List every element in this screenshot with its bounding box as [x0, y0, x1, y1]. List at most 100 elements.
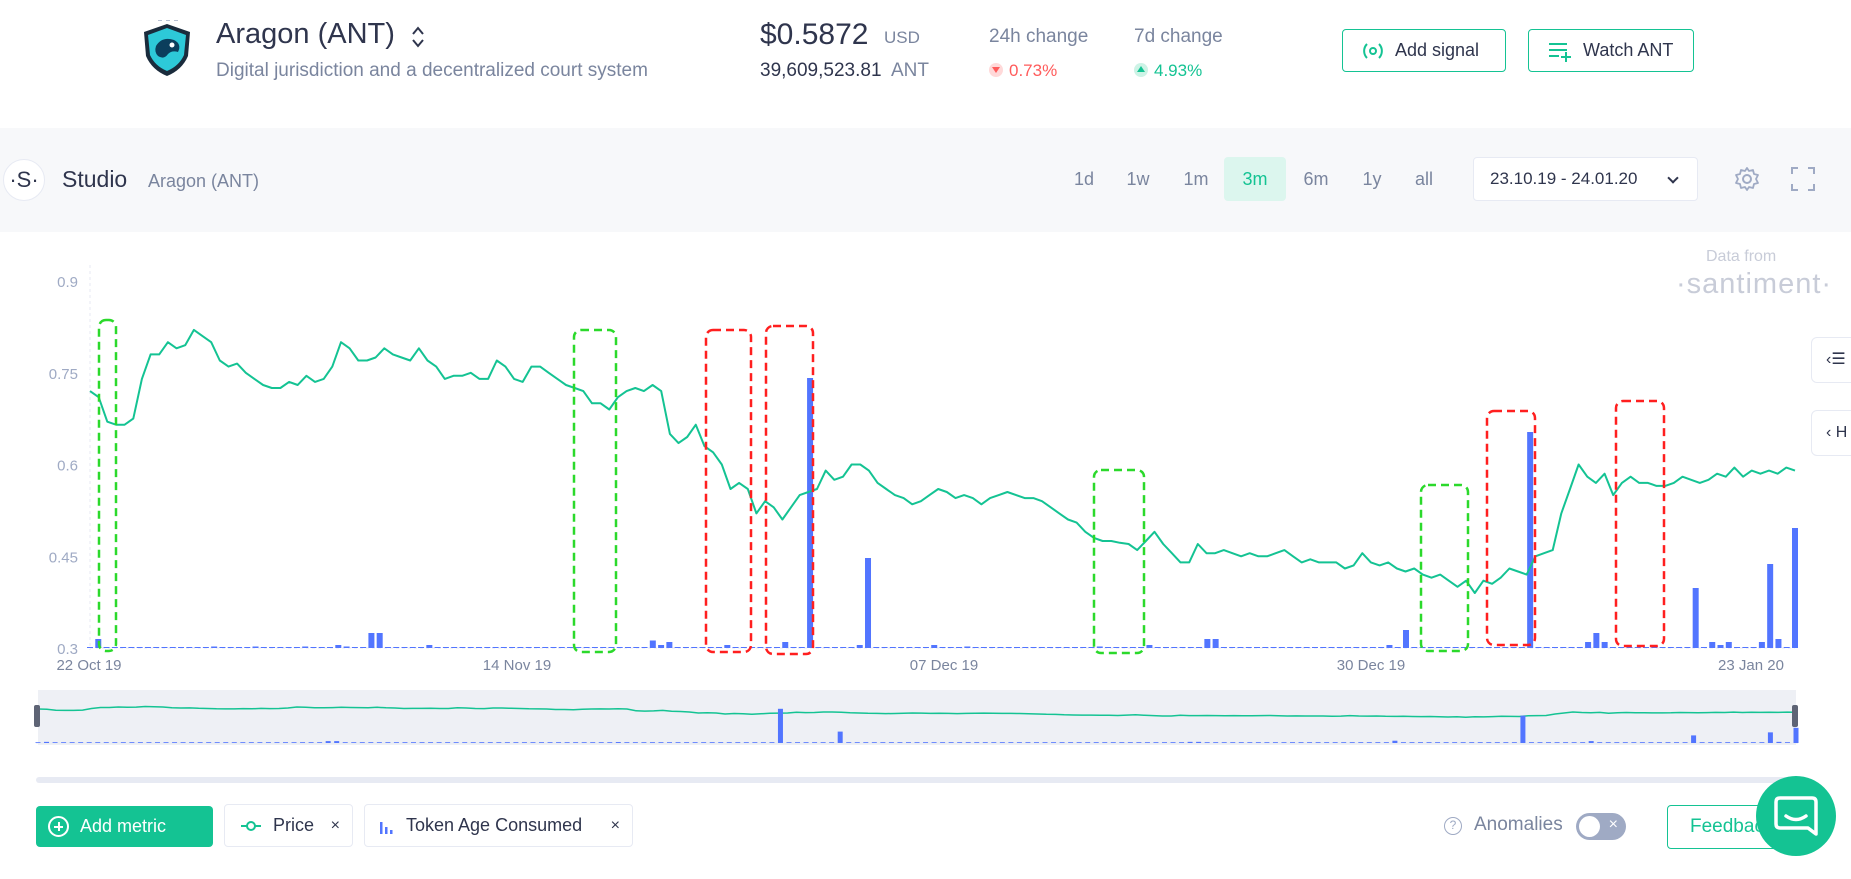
navigator-bar — [44, 741, 50, 743]
navigator-bar — [1247, 742, 1253, 743]
change-7d: 4.93% — [1134, 61, 1202, 81]
token-age-bar — [393, 647, 400, 648]
token-age-bar — [310, 647, 317, 648]
navigator-bar — [795, 742, 801, 743]
navigator-bar — [1631, 742, 1637, 743]
range-6m[interactable]: 6m — [1303, 169, 1329, 189]
token-age-bar — [227, 647, 234, 648]
token-age-bar — [823, 647, 830, 648]
navigator-bar — [453, 742, 459, 743]
help-icon[interactable]: ? — [1444, 817, 1462, 835]
navigator-bar — [231, 742, 237, 743]
navigator-bar — [1605, 742, 1611, 743]
navigator-bar — [880, 742, 886, 743]
token-age-bar — [1792, 528, 1798, 648]
date-range-picker[interactable]: 23.10.19 - 24.01.20 — [1473, 157, 1698, 201]
token-age-bar — [782, 642, 789, 648]
token-age-bar — [277, 647, 284, 648]
token-age-bar — [235, 647, 242, 648]
up-arrow-icon — [1134, 63, 1148, 77]
project-header: Aragon (ANT) Digital jurisdiction and a … — [0, 0, 1851, 128]
remove-metric-icon[interactable]: × — [330, 817, 340, 834]
range-3m[interactable]: 3m — [1224, 157, 1286, 201]
token-age-bar — [1411, 647, 1418, 648]
token-age-bar — [1254, 647, 1261, 648]
token-age-bar — [1328, 647, 1335, 648]
side-panel-tab-h[interactable]: ‹ H — [1811, 410, 1851, 456]
range-1y[interactable]: 1y — [1362, 169, 1382, 189]
range-1m[interactable]: 1m — [1183, 169, 1209, 189]
token-age-bar — [1071, 647, 1078, 648]
add-signal-button[interactable]: Add signal — [1342, 29, 1506, 72]
studio-title: Studio — [62, 166, 128, 192]
navigator-bar — [1324, 742, 1330, 743]
metric-chip-token-age[interactable]: Token Age Consumed × — [364, 804, 633, 847]
token-age-bar — [1295, 647, 1302, 648]
token-age-bar — [103, 647, 110, 648]
navigator-bar — [137, 742, 143, 743]
project-switch-icon[interactable] — [410, 24, 426, 50]
navigator-bar — [820, 742, 826, 743]
add-metric-button[interactable]: Add metric — [36, 806, 213, 847]
chat-button[interactable] — [1756, 776, 1836, 856]
token-age-bar — [997, 647, 1004, 648]
navigator-bar — [871, 742, 877, 743]
navigator-bar — [240, 742, 246, 743]
range-1d[interactable]: 1d — [1073, 169, 1095, 189]
navigator-bar — [1093, 742, 1099, 743]
navigator-bar — [632, 742, 638, 743]
token-age-bar — [459, 647, 466, 648]
anomaly-box — [1092, 468, 1146, 655]
token-age-bar — [1402, 630, 1409, 648]
navigator-bar — [172, 742, 178, 743]
token-age-bar — [1378, 647, 1385, 648]
navigator-bar — [974, 742, 980, 743]
token-age-bar — [1080, 647, 1087, 648]
navigator-bar — [1597, 742, 1603, 743]
token-age-bar — [914, 647, 921, 648]
token-age-bar — [1187, 647, 1194, 648]
remove-metric-icon[interactable]: × — [610, 817, 620, 834]
navigator-bar — [897, 742, 903, 743]
plus-circle-icon — [48, 816, 69, 837]
navigator-bar — [1221, 742, 1227, 743]
navigator-bar — [607, 742, 613, 743]
range-1w[interactable]: 1w — [1126, 169, 1150, 189]
range-all[interactable]: all — [1414, 169, 1433, 189]
watch-button[interactable]: Watch ANT — [1528, 29, 1694, 72]
token-age-bar — [1436, 647, 1443, 648]
token-age-bar — [533, 647, 540, 648]
navigator-bar — [726, 742, 732, 743]
token-age-bar — [517, 647, 524, 648]
navigator-bar — [1255, 742, 1261, 743]
horizontal-scrollbar[interactable] — [36, 777, 1798, 783]
change-7d-label: 7d change — [1134, 26, 1223, 47]
navigator-bar — [1418, 742, 1424, 743]
token-age-bar — [889, 647, 896, 648]
navigator-bar — [1400, 742, 1406, 743]
anomalies-toggle[interactable]: × — [1576, 813, 1626, 840]
navigator-bar — [1170, 742, 1176, 743]
fullscreen-icon[interactable] — [1789, 165, 1817, 193]
x-tick-label: 23 Jan 20 — [1718, 657, 1784, 674]
metric-chip-price[interactable]: Price × — [224, 804, 353, 847]
navigator-bar — [1272, 742, 1278, 743]
navigator-bar — [530, 742, 536, 743]
navigator-bar — [462, 742, 468, 743]
settings-gear-icon[interactable] — [1733, 165, 1761, 193]
side-panel-tab-metrics[interactable]: ‹☰ — [1811, 337, 1851, 383]
navigator-bar — [888, 742, 894, 743]
navigator-bar — [1025, 742, 1031, 743]
navigator-price-line — [37, 705, 1797, 719]
token-age-bar — [716, 647, 723, 648]
token-age-bar — [492, 647, 499, 648]
token-age-bar — [1585, 642, 1592, 648]
navigator-bar — [1136, 742, 1142, 743]
navigator-bar — [248, 742, 254, 743]
navigator-bar — [1375, 742, 1381, 743]
navigator-bar — [1008, 742, 1014, 743]
token-age-bar — [1659, 647, 1666, 648]
navigator-bar — [120, 742, 126, 743]
navigator-bar — [334, 741, 340, 743]
